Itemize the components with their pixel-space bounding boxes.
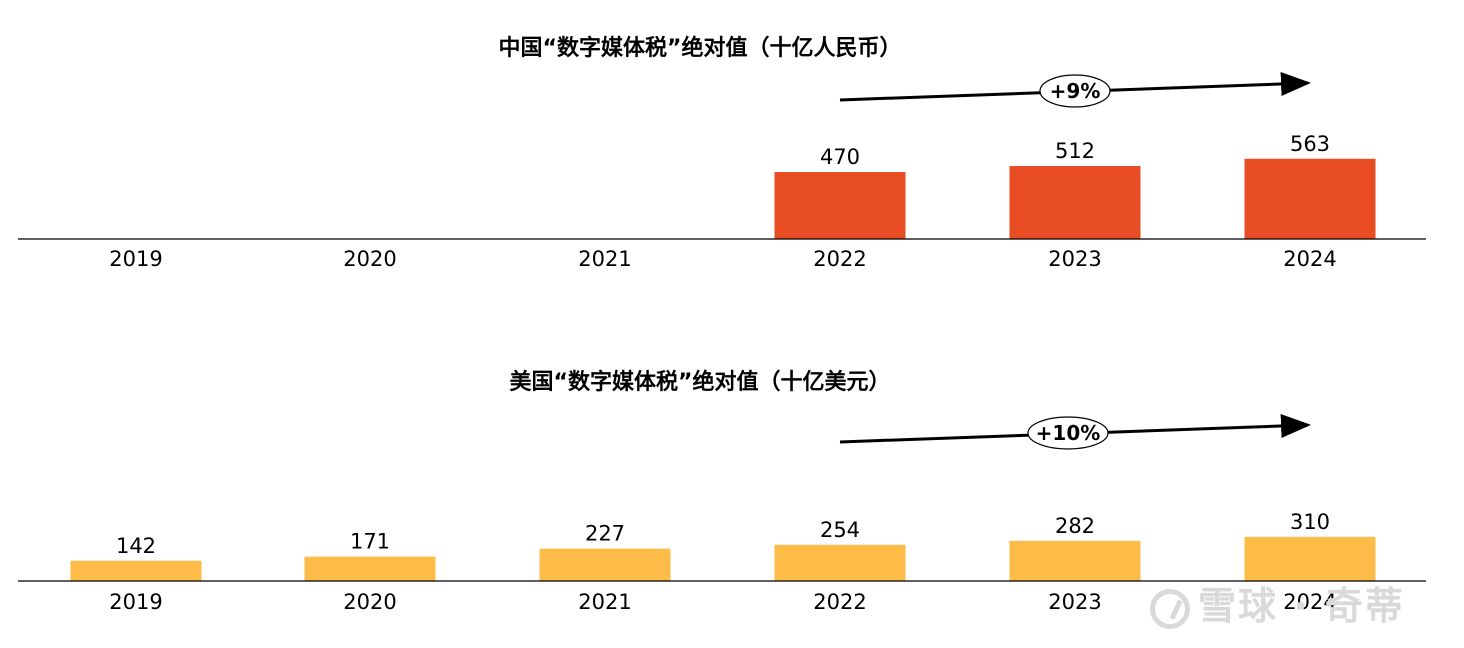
china-tick-label-2021: 2021 [578, 247, 631, 271]
usa-tick-label-2024: 2024 [1283, 590, 1336, 614]
china-data-label-2022: 470 [820, 145, 860, 169]
xueqiu-logo-icon [1150, 588, 1190, 629]
watermark-text: 雪球 · 奇蒂 [1198, 584, 1405, 628]
usa-tick-label-2022: 2022 [813, 590, 866, 614]
usa-data-label-2023: 282 [1055, 514, 1095, 538]
china-growth-label: +9% [1050, 79, 1101, 103]
usa-bar-2019 [70, 560, 202, 581]
china-tick-label-2020: 2020 [343, 247, 396, 271]
china-tick-label-2022: 2022 [813, 247, 866, 271]
usa-bar-2023 [1009, 540, 1141, 581]
watermark: 雪球 · 奇蒂 [1150, 575, 1405, 630]
chart-title-usa: 美国“数字媒体税”绝对值（十亿美元） [509, 370, 891, 395]
china-bar-2024 [1244, 158, 1376, 239]
china-tick-label-2024: 2024 [1283, 247, 1336, 271]
china-tick-label-2023: 2023 [1048, 247, 1101, 271]
usa-bar-2022 [774, 544, 906, 581]
usa-bar-2021 [539, 548, 671, 581]
usa-tick-label-2021: 2021 [578, 590, 631, 614]
usa-data-label-2020: 171 [350, 530, 390, 554]
usa-bar-2024 [1244, 536, 1376, 581]
usa-data-label-2019: 142 [116, 534, 156, 558]
usa-data-label-2022: 254 [820, 518, 860, 542]
usa-growth-badge [1027, 416, 1109, 450]
usa-bar-2020 [304, 556, 436, 581]
chart-title-china: 中国“数字媒体税”绝对值（十亿人民币） [498, 36, 902, 61]
china-bar-2023 [1009, 166, 1141, 239]
china-growth-badge [1039, 74, 1111, 108]
china-data-label-2023: 512 [1055, 139, 1095, 163]
usa-tick-label-2020: 2020 [343, 590, 396, 614]
usa-data-label-2024: 310 [1290, 510, 1330, 534]
usa-growth-label: +10% [1036, 421, 1101, 445]
china-tick-label-2019: 2019 [109, 247, 162, 271]
usa-data-label-2021: 227 [585, 522, 625, 546]
usa-tick-label-2023: 2023 [1048, 590, 1101, 614]
usa-tick-label-2019: 2019 [109, 590, 162, 614]
china-data-label-2024: 563 [1290, 132, 1330, 156]
china-bar-2022 [774, 172, 906, 239]
